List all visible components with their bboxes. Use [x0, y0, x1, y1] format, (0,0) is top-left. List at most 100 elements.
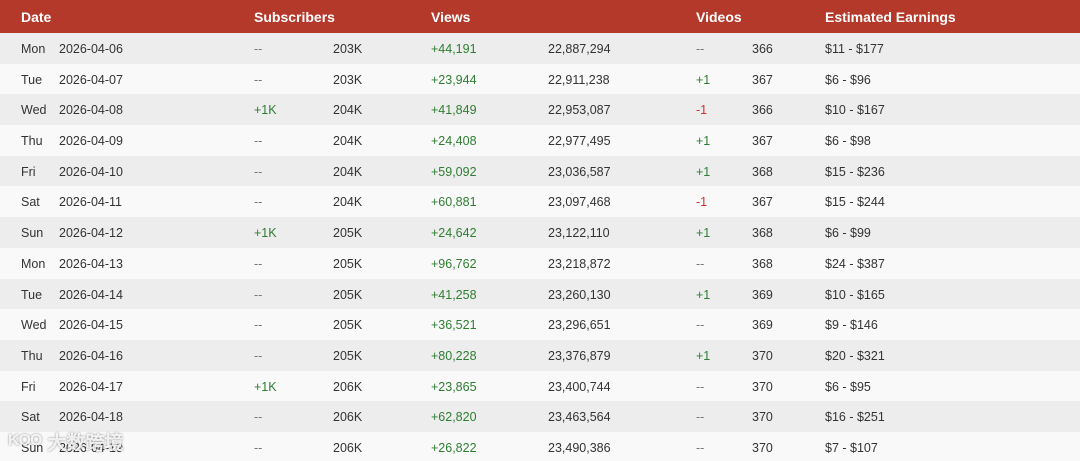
cell-video-change: -- [696, 318, 705, 333]
cell-view-change: +96,762 [431, 256, 477, 271]
header-subscribers[interactable]: Subscribers [254, 9, 335, 25]
cell-estimated-earnings: $6 - $96 [825, 72, 871, 87]
cell-estimated-earnings: $10 - $165 [825, 287, 885, 302]
cell-date: 2026-04-07 [59, 72, 123, 87]
cell-view-change: +80,228 [431, 348, 477, 363]
cell-view-change: +60,881 [431, 195, 477, 210]
cell-subscriber-change: -- [254, 134, 263, 149]
cell-subscriber-change: -- [254, 164, 263, 179]
cell-estimated-earnings: $15 - $236 [825, 164, 885, 179]
header-date[interactable]: Date [21, 9, 52, 25]
cell-subscribers: 205K [333, 348, 363, 363]
cell-day: Thu [21, 348, 43, 363]
table-row: Sat 2026-04-18 -- 206K +62,820 23,463,564 -- 37… [0, 401, 1080, 432]
cell-views: 22,953,087 [548, 103, 611, 118]
cell-subscribers: 206K [333, 440, 363, 455]
cell-view-change: +41,849 [431, 103, 477, 118]
cell-views: 22,911,238 [548, 72, 610, 87]
cell-day: Fri [21, 164, 36, 179]
cell-date: 2026-04-06 [59, 42, 123, 56]
cell-views: 23,400,744 [548, 379, 611, 394]
cell-day: Wed [21, 318, 47, 333]
cell-subscriber-change: -- [254, 318, 263, 333]
cell-date: 2026-04-14 [59, 287, 123, 302]
cell-view-change: +41,258 [431, 287, 477, 302]
cell-video-change: -- [696, 256, 705, 271]
cell-subscriber-change: +1K [254, 103, 277, 118]
cell-subscribers: 205K [333, 256, 363, 271]
cell-estimated-earnings: $20 - $321 [825, 348, 885, 363]
header-videos[interactable]: Videos [696, 9, 742, 25]
cell-subscribers: 203K [333, 72, 363, 87]
cell-subscriber-change: -- [254, 440, 263, 455]
cell-date: 2026-04-18 [59, 410, 123, 425]
cell-views: 23,260,130 [548, 287, 611, 302]
table-row: Wed 2026-04-08 +1K 204K +41,849 22,953,087 -1 3… [0, 94, 1080, 126]
table-row: Fri 2026-04-17 +1K 206K +23,865 23,400,744 -- 3… [0, 370, 1080, 402]
cell-estimated-earnings: $6 - $98 [825, 134, 871, 149]
cell-subscriber-change: +1K [254, 379, 277, 394]
cell-video-change: +1 [696, 72, 711, 87]
cell-videos: 370 [752, 379, 773, 394]
cell-day: Mon [21, 256, 46, 271]
cell-video-change: +1 [696, 348, 711, 363]
cell-video-change: -- [696, 42, 705, 56]
cell-subscriber-change: -- [254, 287, 263, 302]
cell-views: 23,296,651 [548, 318, 611, 333]
table-row: Sat 2026-04-11 -- 204K +60,881 23,097,468 -1 36… [0, 186, 1080, 218]
cell-views: 23,376,879 [548, 348, 611, 363]
cell-date: 2026-04-11 [59, 195, 123, 210]
cell-date: 2026-04-17 [59, 379, 123, 394]
header-views[interactable]: Views [431, 9, 471, 25]
cell-subscribers: 205K [333, 226, 363, 241]
cell-estimated-earnings: $9 - $146 [825, 318, 878, 333]
cell-day: Sun [21, 226, 44, 241]
cell-videos: 367 [752, 134, 773, 149]
cell-subscribers: 204K [333, 164, 363, 179]
cell-estimated-earnings: $24 - $387 [825, 256, 885, 271]
table-header: Date Subscribers Views Videos Estimated … [0, 0, 1080, 33]
cell-day: Thu [21, 134, 43, 149]
cell-estimated-earnings: $10 - $167 [825, 103, 885, 118]
cell-view-change: +24,642 [431, 226, 477, 241]
cell-view-change: +23,944 [431, 72, 477, 87]
header-estimated-earnings[interactable]: Estimated Earnings [825, 9, 956, 25]
cell-date: 2026-04-12 [59, 226, 123, 241]
cell-subscribers: 205K [333, 287, 363, 302]
cell-subscriber-change: -- [254, 195, 263, 210]
cell-subscriber-change: -- [254, 72, 263, 87]
cell-day: Tue [21, 72, 43, 87]
cell-subscribers: 205K [333, 318, 363, 333]
cell-day: Fri [21, 379, 36, 394]
table-row: Sun 2026-04-12 +1K 205K +24,642 23,122,110 +1 3… [0, 217, 1080, 248]
cell-subscriber-change: +1K [254, 226, 277, 241]
cell-date: 2026-04-19 [59, 440, 123, 455]
table-row: Thu 2026-04-16 -- 205K +80,228 23,376,879 +1 37… [0, 339, 1080, 371]
cell-date: 2026-04-15 [59, 318, 123, 333]
cell-date: 2026-04-08 [59, 103, 123, 118]
cell-subscribers: 204K [333, 103, 363, 118]
cell-date: 2026-04-13 [59, 256, 123, 271]
cell-date: 2026-04-10 [59, 164, 123, 179]
cell-video-change: -- [696, 410, 705, 425]
cell-videos: 370 [752, 440, 773, 455]
cell-subscriber-change: -- [254, 410, 263, 425]
cell-estimated-earnings: $15 - $244 [825, 195, 885, 210]
cell-video-change: +1 [696, 134, 711, 149]
cell-date: 2026-04-16 [59, 348, 123, 363]
cell-estimated-earnings: $6 - $99 [825, 226, 871, 241]
cell-videos: 370 [752, 348, 773, 363]
table-row: Mon 2026-04-06 -- 203K +44,191 22,887,294 -- 36… [0, 33, 1080, 64]
cell-estimated-earnings: $16 - $251 [825, 410, 885, 425]
cell-view-change: +36,521 [431, 318, 477, 333]
cell-views: 22,887,294 [548, 42, 611, 56]
cell-subscriber-change: -- [254, 42, 263, 56]
cell-subscribers: 204K [333, 195, 363, 210]
cell-date: 2026-04-09 [59, 134, 123, 149]
table-row: Tue 2026-04-14 -- 205K +41,258 23,260,130 +1 36… [0, 278, 1080, 310]
cell-video-change: +1 [696, 226, 711, 241]
table-row: Wed 2026-04-15 -- 205K +36,521 23,296,651 -- 36… [0, 309, 1080, 340]
cell-estimated-earnings: $11 - $177 [825, 42, 884, 56]
cell-day: Sun [21, 440, 44, 455]
cell-video-change: -1 [696, 195, 708, 210]
